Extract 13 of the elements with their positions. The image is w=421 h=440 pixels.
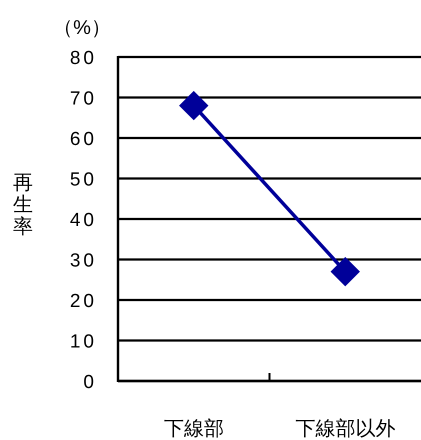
ytick: 40 — [70, 210, 97, 231]
ylabel: 再生率 — [13, 172, 33, 238]
xtick: 下線部 — [164, 418, 224, 440]
ytick: 30 — [70, 250, 97, 272]
ytick: 50 — [70, 170, 97, 190]
ytick: 60 — [70, 129, 97, 150]
ytick: 10 — [70, 332, 97, 352]
xtick: 下線部以外 — [295, 418, 396, 440]
ytick: 70 — [70, 88, 97, 110]
annotation: （%） — [53, 17, 111, 39]
ytick: 20 — [70, 291, 97, 312]
ytick: 0 — [83, 372, 97, 393]
ytick: 80 — [70, 48, 97, 69]
